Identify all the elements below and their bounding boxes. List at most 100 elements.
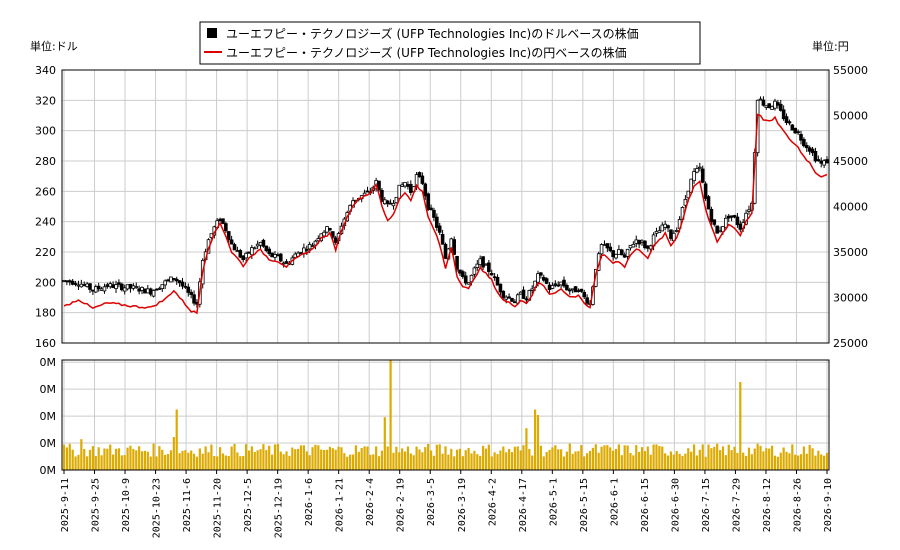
volume-bar — [762, 451, 765, 470]
usd-candle-body — [628, 244, 633, 249]
volume-bar — [479, 455, 482, 470]
usd-candle-body — [674, 230, 679, 232]
x-tick-label: 2026-4-2 — [487, 478, 498, 526]
usd-candle-body — [816, 159, 821, 162]
left-tick-label: 340 — [35, 64, 56, 77]
volume-bar — [467, 447, 470, 470]
volume-bar — [377, 456, 381, 470]
usd-candle-body — [252, 247, 257, 250]
volume-bar — [386, 446, 389, 470]
usd-candle-body — [802, 139, 806, 147]
usd-candle-body — [423, 183, 428, 197]
volume-bar — [328, 446, 331, 470]
usd-candle-body — [810, 148, 815, 154]
usd-candle-body — [377, 180, 381, 191]
usd-candle-body — [105, 284, 110, 287]
usd-candle-body — [310, 245, 315, 247]
volume-bar — [117, 448, 121, 470]
price-grid — [62, 69, 829, 344]
volume-bar — [710, 448, 713, 470]
volume-bar — [401, 448, 404, 470]
usd-candle-body — [114, 284, 118, 290]
legend-label-usd: ユーエフピー・テクノロジーズ (UFP Technologies Inc)のドル… — [226, 26, 639, 41]
right-tick-label: 25000 — [833, 337, 868, 350]
usd-candle-body — [93, 286, 98, 293]
usd-candle-body — [813, 150, 818, 162]
usd-candle-body — [284, 261, 289, 264]
usd-candle-body — [330, 231, 335, 238]
volume-bar — [591, 447, 594, 470]
x-tick-label: 2025-12-5 — [243, 478, 254, 532]
usd-candle-body — [732, 215, 737, 218]
usd-candle-body — [244, 252, 248, 259]
volume-bar — [112, 454, 115, 470]
volume-bar — [216, 456, 219, 470]
usd-candle-body — [102, 286, 107, 292]
usd-candle-body — [631, 243, 636, 248]
usd-candle-body — [599, 244, 604, 255]
volume-bar — [776, 456, 779, 470]
volume-bar — [802, 446, 805, 470]
volume-bar — [586, 453, 589, 470]
usd-candle-body — [495, 276, 500, 286]
volume-bar — [684, 453, 687, 470]
x-tick-label: 2026-5-15 — [579, 478, 590, 532]
usd-candle-body — [383, 199, 387, 205]
volume-bar — [562, 456, 566, 470]
usd-candle-body — [738, 223, 743, 230]
volume-bar — [560, 449, 563, 470]
volume-bar — [770, 445, 774, 470]
usd-candle-body — [550, 285, 555, 289]
usd-candle-body — [134, 286, 139, 289]
usd-candle-body — [73, 283, 78, 285]
volume-bar — [658, 446, 661, 470]
volume-grid — [62, 360, 829, 471]
usd-candle-body — [177, 280, 182, 284]
price-panel-frame — [61, 69, 830, 344]
usd-candle-body — [819, 160, 824, 164]
volume-bar — [268, 445, 271, 470]
volume-bar — [184, 450, 187, 470]
volume-bar — [794, 454, 797, 470]
usd-candle-body — [796, 131, 800, 134]
usd-candle-body — [391, 202, 396, 207]
x-tick-label: 2026-1-21 — [335, 478, 346, 532]
volume-bar — [713, 446, 716, 470]
volume-bar — [600, 446, 603, 470]
x-tick-label: 2026-7-15 — [701, 478, 712, 532]
usd-candle-body — [787, 121, 792, 124]
volume-bar — [198, 448, 201, 470]
right-tick-label: 50000 — [833, 110, 868, 123]
usd-candle-body — [507, 296, 511, 299]
usd-candle-body — [120, 283, 124, 291]
x-axis-ticks: 2025-9-11 2025-9-25 2025-10-9 2025-10-23 202… — [60, 470, 834, 538]
usd-candle-body — [758, 98, 763, 101]
volume-bar — [71, 449, 74, 470]
usd-candle-body — [487, 262, 491, 272]
usd-candle-body — [79, 283, 84, 288]
usd-candle-body — [443, 243, 448, 259]
volume-bar — [403, 451, 407, 470]
left-tick-label: 320 — [35, 94, 56, 107]
volume-bar — [496, 454, 499, 470]
volume-bar — [542, 456, 545, 470]
volume-bar — [244, 444, 248, 470]
volume-bar — [224, 455, 227, 470]
volume-bar — [88, 449, 92, 470]
x-tick-label: 2026-2-19 — [396, 478, 407, 532]
volume-bar — [398, 452, 401, 470]
usd-candle-body — [241, 255, 245, 261]
volume-bar — [94, 456, 97, 470]
right-tick-label: 45000 — [833, 155, 868, 168]
volume-bar — [750, 454, 753, 470]
volume-bar — [545, 451, 548, 470]
legend-box — [199, 21, 701, 65]
volume-bar — [421, 452, 424, 470]
volume-bar — [820, 454, 823, 470]
volume-bar — [805, 453, 808, 470]
x-tick-label: 2026-6-15 — [640, 478, 651, 532]
usd-candle-body — [62, 280, 66, 282]
volume-bar — [247, 450, 251, 470]
usd-candle-body — [712, 219, 717, 225]
volume-bar — [109, 444, 112, 470]
